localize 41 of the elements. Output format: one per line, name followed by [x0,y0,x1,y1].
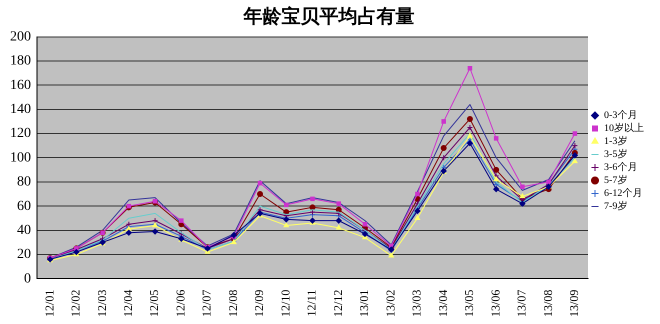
x-tick-label: 12/07 [200,290,214,318]
y-tick-label: 80 [17,174,31,190]
x-tick-label: 13/03 [410,290,424,318]
x-tick-label: 12/10 [278,290,292,318]
x-tick-label: 12/01 [42,290,56,318]
legend-label: 3-5岁 [604,148,628,160]
x-tick-label: 12/02 [68,290,83,318]
y-tick-label: 0 [24,271,31,286]
legend-label: 3-6个月 [604,161,638,174]
chart-title: 年龄宝贝平均占有量 [242,5,414,28]
legend-label: 1-3岁 [604,135,628,148]
y-tick-label: 20 [17,247,31,262]
x-tick-label: 13/07 [514,290,529,318]
y-tick-label: 140 [10,102,31,118]
y-tick-label: 200 [10,29,31,44]
y-tick-label: 160 [10,78,31,93]
x-tick-label: 13/04 [436,290,450,318]
legend-label: 7-9岁 [604,200,628,212]
y-tick-label: 60 [17,198,31,214]
legend-label: 0-3个月 [604,109,638,122]
legend-label: 5-7岁 [604,174,628,186]
legend-label: 10岁以上 [604,122,644,134]
x-tick-label: 13/02 [383,290,398,318]
x-tick-label: 12/09 [252,290,266,318]
legend-label: 6-12个月 [604,187,642,200]
x-tick-label: 13/08 [540,290,555,318]
x-tick-label: 12/12 [330,290,345,318]
y-tick-label: 180 [10,54,31,69]
x-tick-label: 13/06 [488,290,502,318]
y-tick-label: 100 [10,150,31,166]
x-tick-label: 12/04 [120,290,135,318]
x-tick-label: 13/05 [462,290,476,318]
y-tick-label: 120 [10,126,31,142]
x-tick-label: 12/11 [304,290,319,317]
x-tick-label: 13/09 [567,290,582,318]
x-tick-label: 12/08 [226,290,240,318]
y-tick-label: 40 [17,222,31,238]
x-tick-label: 12/05 [147,290,162,318]
x-tick-label: 12/03 [94,290,109,318]
x-tick-label: 12/06 [173,290,188,318]
x-tick-label: 13/01 [357,290,372,318]
